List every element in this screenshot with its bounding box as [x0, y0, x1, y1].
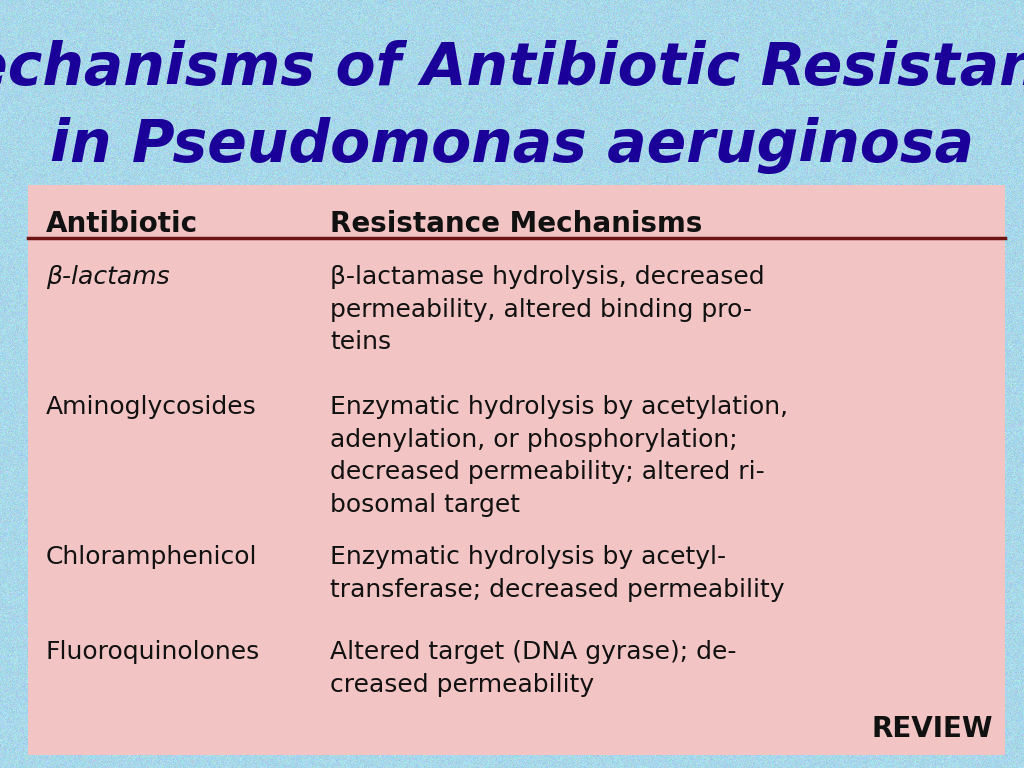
Text: Enzymatic hydrolysis by acetyl-
transferase; decreased permeability: Enzymatic hydrolysis by acetyl- transfer… [330, 545, 784, 601]
Bar [28, 185, 1005, 755]
Text: β-lactamase hydrolysis, decreased
permeability, altered binding pro-
teins: β-lactamase hydrolysis, decreased permea… [330, 265, 765, 354]
Text: REVIEW: REVIEW [871, 715, 993, 743]
Text: Antibiotic: Antibiotic [46, 210, 198, 238]
Text: Enzymatic hydrolysis by acetylation,
adenylation, or phosphorylation;
decreased : Enzymatic hydrolysis by acetylation, ade… [330, 395, 788, 517]
Text: β-lactams: β-lactams [46, 265, 170, 289]
Text: in Pseudomonas aeruginosa: in Pseudomonas aeruginosa [50, 117, 974, 174]
Text: Resistance Mechanisms: Resistance Mechanisms [330, 210, 702, 238]
Text: Fluoroquinolones: Fluoroquinolones [46, 640, 260, 664]
Text: Mechanisms of Antibiotic Resistance: Mechanisms of Antibiotic Resistance [0, 39, 1024, 97]
Text: Altered target (DNA gyrase); de-
creased permeability: Altered target (DNA gyrase); de- creased… [330, 640, 736, 697]
Text: Aminoglycosides: Aminoglycosides [46, 395, 257, 419]
Text: Chloramphenicol: Chloramphenicol [46, 545, 257, 569]
